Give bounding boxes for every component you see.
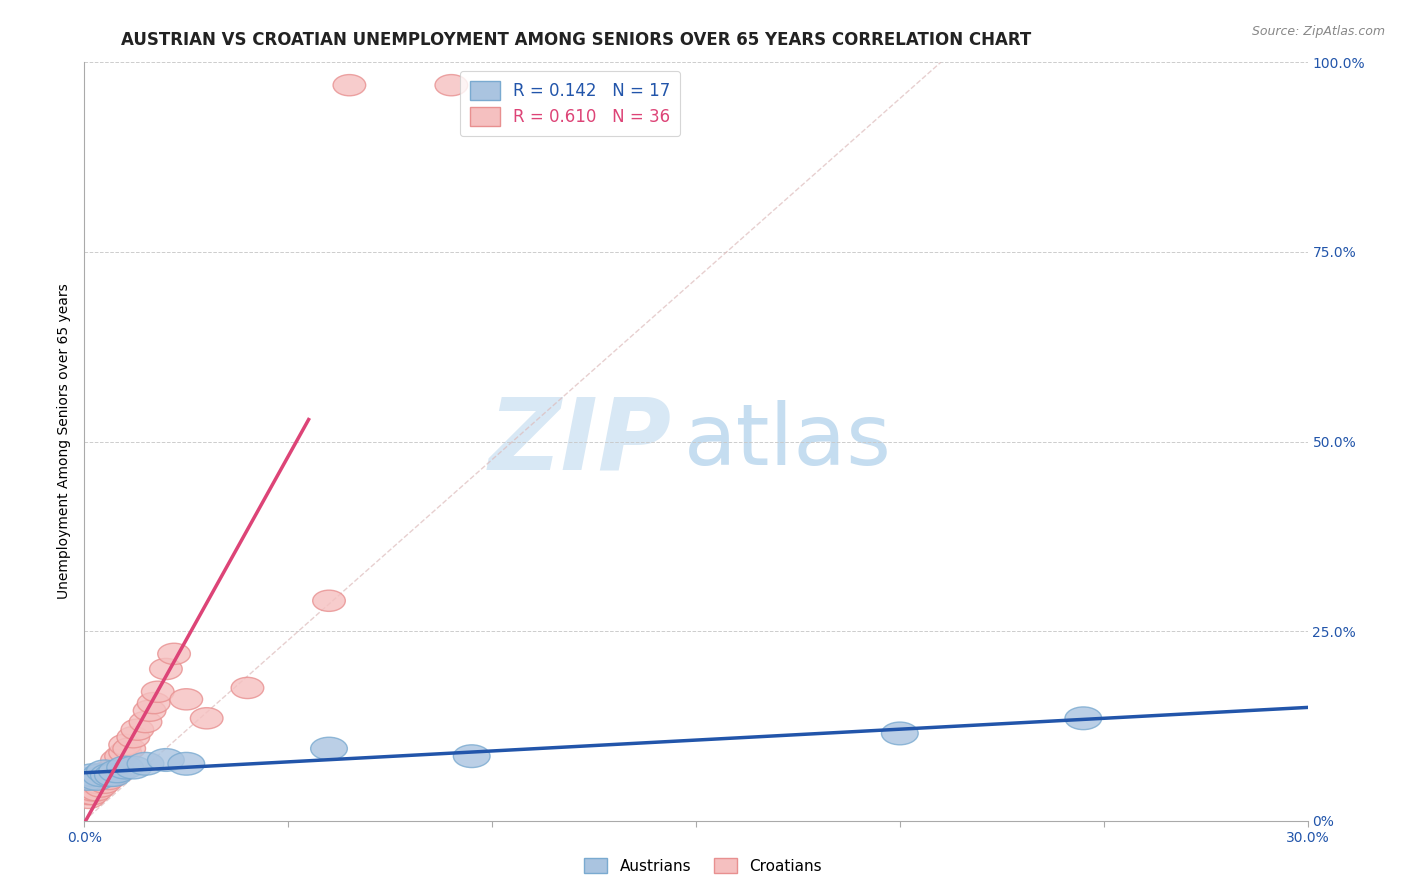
Ellipse shape (84, 776, 117, 797)
Ellipse shape (112, 738, 146, 759)
Ellipse shape (97, 764, 129, 786)
Ellipse shape (108, 742, 142, 763)
Ellipse shape (101, 749, 134, 771)
Ellipse shape (1064, 706, 1102, 730)
Ellipse shape (148, 748, 184, 772)
Ellipse shape (72, 783, 105, 805)
Ellipse shape (115, 756, 152, 779)
Ellipse shape (86, 760, 124, 783)
Ellipse shape (79, 767, 115, 790)
Ellipse shape (80, 772, 112, 793)
Ellipse shape (76, 783, 108, 805)
Text: ZIP: ZIP (488, 393, 672, 490)
Ellipse shape (127, 753, 165, 775)
Ellipse shape (98, 760, 135, 783)
Ellipse shape (72, 776, 105, 797)
Ellipse shape (84, 768, 117, 789)
Ellipse shape (83, 764, 120, 787)
Ellipse shape (76, 780, 108, 801)
Ellipse shape (76, 772, 108, 793)
Ellipse shape (117, 727, 149, 747)
Y-axis label: Unemployment Among Seniors over 65 years: Unemployment Among Seniors over 65 years (58, 284, 72, 599)
Ellipse shape (149, 658, 183, 680)
Ellipse shape (121, 719, 153, 740)
Ellipse shape (94, 764, 131, 787)
Ellipse shape (72, 788, 105, 808)
Ellipse shape (167, 753, 205, 775)
Ellipse shape (70, 767, 107, 790)
Ellipse shape (89, 772, 121, 793)
Ellipse shape (89, 764, 121, 786)
Text: atlas: atlas (683, 400, 891, 483)
Ellipse shape (93, 768, 125, 789)
Ellipse shape (882, 723, 918, 745)
Ellipse shape (311, 737, 347, 760)
Legend: Austrians, Croatians: Austrians, Croatians (578, 852, 828, 880)
Ellipse shape (170, 689, 202, 710)
Ellipse shape (138, 692, 170, 714)
Ellipse shape (142, 681, 174, 702)
Ellipse shape (190, 707, 224, 729)
Text: AUSTRIAN VS CROATIAN UNEMPLOYMENT AMONG SENIORS OVER 65 YEARS CORRELATION CHART: AUSTRIAN VS CROATIAN UNEMPLOYMENT AMONG … (121, 31, 1032, 49)
Ellipse shape (333, 75, 366, 95)
Ellipse shape (434, 75, 468, 95)
Ellipse shape (93, 761, 125, 782)
Ellipse shape (107, 756, 143, 779)
Ellipse shape (108, 734, 142, 756)
Ellipse shape (157, 643, 190, 665)
Legend: R = 0.142   N = 17, R = 0.610   N = 36: R = 0.142 N = 17, R = 0.610 N = 36 (460, 70, 681, 136)
Text: Source: ZipAtlas.com: Source: ZipAtlas.com (1251, 25, 1385, 38)
Ellipse shape (75, 764, 111, 787)
Ellipse shape (134, 700, 166, 722)
Ellipse shape (104, 746, 138, 767)
Ellipse shape (72, 780, 105, 801)
Ellipse shape (231, 677, 264, 698)
Ellipse shape (90, 764, 127, 787)
Ellipse shape (129, 712, 162, 732)
Ellipse shape (312, 591, 346, 611)
Ellipse shape (453, 745, 491, 767)
Ellipse shape (80, 780, 112, 801)
Ellipse shape (101, 757, 134, 778)
